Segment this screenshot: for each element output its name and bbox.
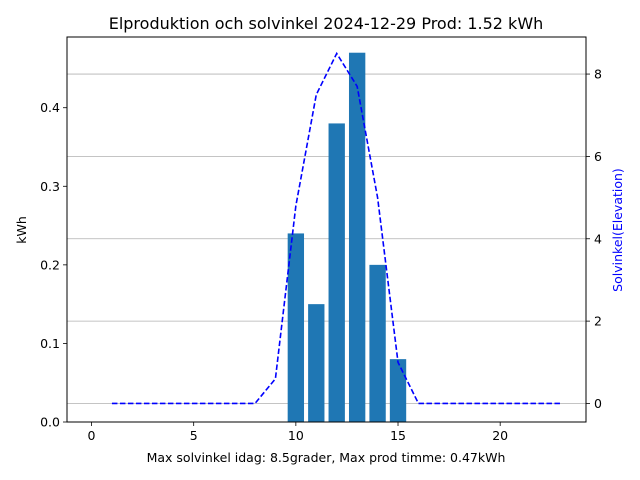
y2-tick-label-6: 6 [594,149,602,164]
bar-hour-12 [328,123,345,422]
y2-tick-label-2: 2 [594,314,602,329]
x-tick-label-20: 20 [492,428,508,443]
y2-tick-label-4: 4 [594,231,602,246]
elevation-line [111,51,562,405]
bar-hour-15 [389,359,407,422]
elevation-series [111,51,562,405]
bar-hour-14 [369,264,386,422]
x-axis-label: Max solvinkel idag: 8.5grader, Max prod … [147,450,506,465]
y2-tick-label-8: 8 [594,67,602,82]
plot-frame [66,36,587,423]
bar-series [287,52,407,422]
bar-hour-11 [308,304,325,422]
y-tick-label-0.2: 0.2 [40,257,60,272]
y-axis-label: kWh [14,216,29,244]
y2-axis-ticks: 0 2 4 6 8 [586,67,602,411]
bar-hour-10 [287,233,305,422]
y-tick-label-0.4: 0.4 [40,100,60,115]
y-tick-label-0.3: 0.3 [40,179,60,194]
y-tick-label-0.1: 0.1 [40,336,60,351]
y-tick-label-0: 0.0 [40,415,60,430]
x-tick-label-10: 10 [288,428,304,443]
y2-tick-label-0: 0 [594,396,602,411]
bar-hour-13 [348,52,366,422]
x-tick-label-5: 5 [190,428,198,443]
y2-axis-label: Solvinkel(Elevation) [610,168,625,292]
x-tick-label-15: 15 [390,428,406,443]
chart-title: Elproduktion och solvinkel 2024-12-29 Pr… [109,14,544,33]
y-axis-ticks: 0.0 0.1 0.2 0.3 0.4 [40,100,67,430]
x-tick-label-0: 0 [88,428,96,443]
x-axis-ticks: 0 5 10 15 20 [88,422,508,443]
